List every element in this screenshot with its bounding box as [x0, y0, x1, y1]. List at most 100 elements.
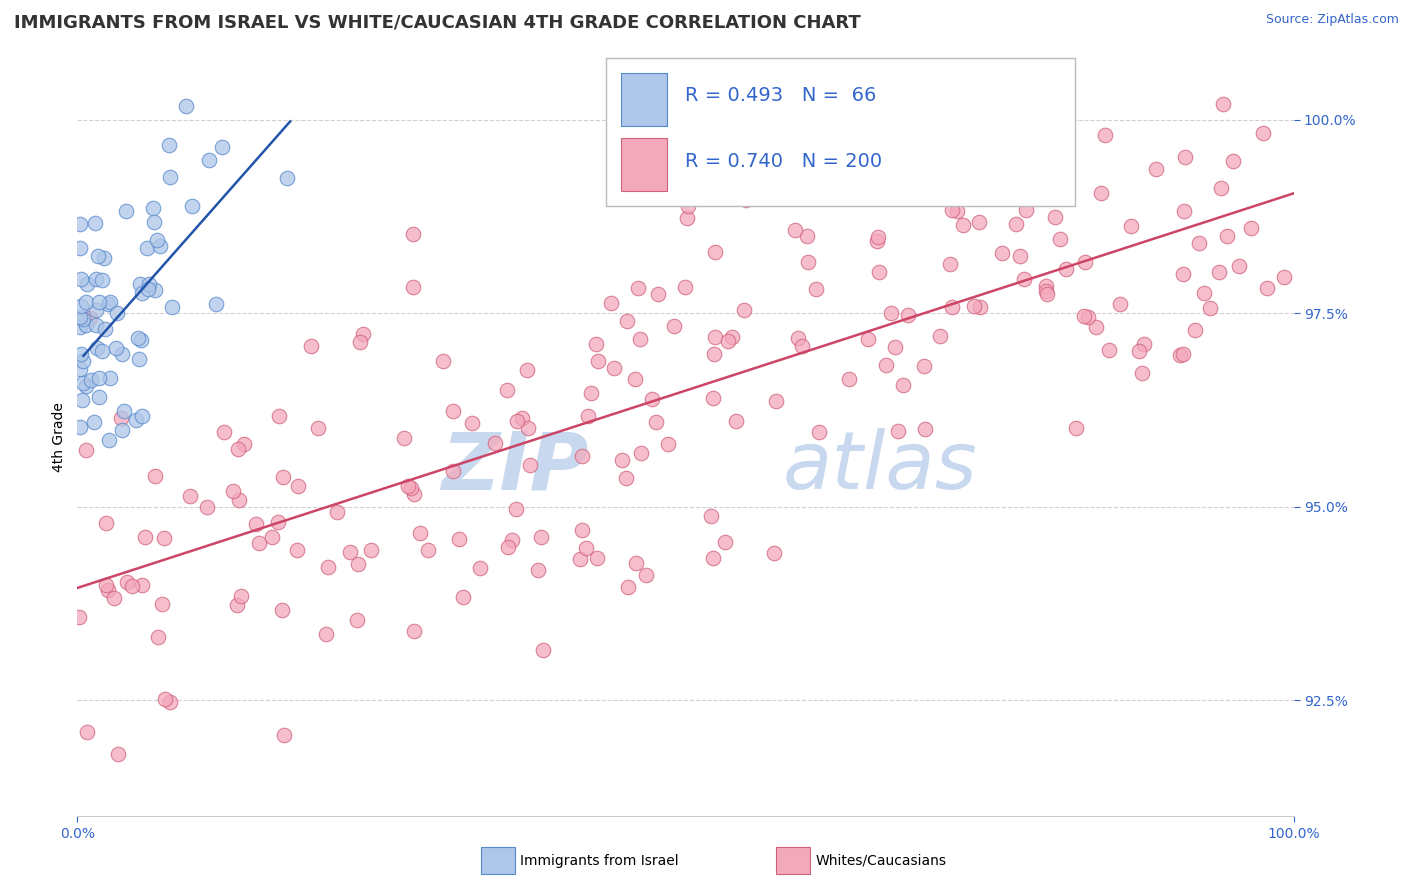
Point — [1035, 284, 1057, 298]
Point — [714, 535, 737, 549]
Point — [157, 137, 180, 152]
Point — [79, 373, 101, 387]
Point — [135, 240, 157, 254]
Point — [1077, 310, 1099, 324]
Point — [142, 201, 165, 215]
Point — [69, 272, 91, 286]
Point — [641, 392, 664, 407]
Point — [105, 341, 128, 355]
Point — [585, 551, 607, 566]
Point — [107, 306, 129, 320]
Point — [229, 589, 252, 603]
Point — [72, 312, 94, 326]
Point — [498, 540, 520, 554]
Point — [519, 458, 541, 472]
Point — [963, 299, 986, 313]
Point — [676, 199, 699, 213]
Point — [75, 318, 97, 332]
Point — [225, 598, 247, 612]
Point — [530, 530, 553, 544]
Text: atlas: atlas — [783, 428, 977, 507]
Point — [702, 391, 724, 405]
Point — [575, 541, 598, 556]
Point — [1227, 259, 1250, 273]
Point — [1171, 267, 1194, 281]
Point — [267, 409, 290, 424]
Point — [142, 215, 165, 229]
Point — [1208, 265, 1230, 279]
Point — [127, 331, 149, 345]
Point — [1094, 128, 1116, 143]
FancyBboxPatch shape — [606, 58, 1074, 206]
Point — [115, 203, 138, 218]
Point — [301, 339, 323, 353]
Text: Whites/Caucasians: Whites/Caucasians — [815, 854, 946, 868]
Point — [967, 215, 990, 229]
Point — [149, 239, 172, 253]
Point — [704, 330, 727, 344]
Point — [72, 354, 94, 368]
Point — [94, 322, 117, 336]
Point — [856, 332, 879, 346]
Point — [838, 372, 860, 386]
Point — [702, 551, 724, 566]
Point — [1132, 337, 1154, 351]
Point — [531, 642, 554, 657]
Point — [153, 531, 176, 545]
Point — [222, 483, 245, 498]
Point — [1098, 343, 1121, 357]
Point — [506, 414, 529, 428]
Point — [721, 330, 744, 344]
Point — [91, 273, 114, 287]
Point — [1054, 262, 1077, 277]
Point — [287, 479, 309, 493]
Point — [129, 277, 152, 291]
Point — [315, 627, 337, 641]
Point — [501, 533, 523, 547]
Point — [626, 281, 648, 295]
Point — [70, 347, 93, 361]
Point — [131, 409, 153, 424]
Point — [1211, 181, 1233, 195]
Point — [69, 217, 91, 231]
Point — [271, 470, 294, 484]
Point — [79, 311, 101, 326]
Point — [880, 306, 903, 320]
Point — [360, 542, 382, 557]
Point — [952, 218, 974, 232]
Point — [1064, 421, 1087, 435]
Point — [70, 393, 93, 408]
Point — [704, 244, 727, 259]
Point — [495, 383, 517, 397]
Text: Source: ZipAtlas.com: Source: ZipAtlas.com — [1265, 13, 1399, 27]
Point — [673, 280, 696, 294]
Point — [111, 347, 134, 361]
Point — [67, 609, 90, 624]
Point — [449, 532, 471, 546]
Point — [1194, 286, 1216, 301]
Point — [346, 613, 368, 627]
Point — [94, 578, 117, 592]
Point — [806, 282, 828, 296]
Point — [262, 530, 284, 544]
Point — [181, 199, 204, 213]
Point — [69, 310, 91, 324]
Point — [97, 583, 120, 598]
Point — [571, 523, 593, 537]
Point — [97, 297, 120, 311]
Point — [107, 747, 129, 762]
Point — [121, 579, 143, 593]
Point — [1043, 210, 1066, 224]
Point — [568, 551, 591, 566]
Point — [1074, 255, 1097, 269]
Point — [647, 287, 669, 301]
Point — [1108, 297, 1130, 311]
Point — [1090, 186, 1112, 200]
Point — [1173, 204, 1195, 219]
Point — [271, 603, 294, 617]
Point — [98, 433, 121, 447]
Point — [146, 631, 169, 645]
Point — [938, 257, 960, 271]
Point — [346, 558, 368, 572]
Point — [212, 425, 235, 439]
